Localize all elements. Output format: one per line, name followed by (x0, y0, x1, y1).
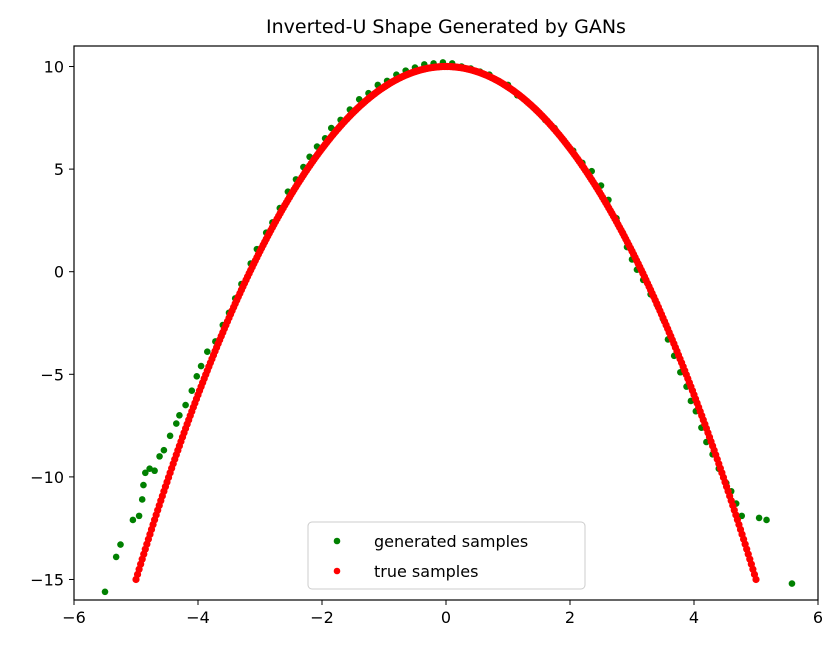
y-tick-label: −10 (30, 468, 64, 487)
legend-label-generated: generated samples (374, 532, 528, 551)
generated-sample-point (142, 469, 149, 477)
generated-sample-point (788, 580, 796, 587)
generated-sample-point (101, 588, 109, 596)
generated-sample-point (188, 387, 196, 395)
generated-sample-point (166, 432, 174, 440)
generated-sample-point (173, 420, 180, 427)
y-tick-label: 0 (54, 263, 64, 282)
generated-sample-point (176, 412, 183, 419)
x-tick-label: 6 (813, 608, 823, 627)
chart-title: Inverted-U Shape Generated by GANs (266, 16, 626, 38)
x-tick-label: 2 (565, 608, 575, 627)
series-true-samples (132, 62, 760, 584)
generated-sample-point (204, 348, 211, 356)
legend-box (307, 521, 586, 590)
generated-sample-point (129, 516, 137, 524)
generated-sample-point (151, 467, 158, 475)
generated-sample-point (763, 516, 770, 524)
x-tick-label: −4 (186, 608, 210, 627)
generated-sample-point (160, 446, 168, 454)
legend-marker-generated (333, 537, 341, 545)
axes-frame (73, 45, 819, 601)
true-sample-point (752, 575, 760, 584)
x-tick-label: 0 (441, 608, 451, 627)
generated-sample-point (156, 453, 163, 460)
x-tick-label: 4 (689, 608, 699, 627)
generated-sample-point (755, 514, 763, 522)
y-tick-label: 10 (44, 58, 64, 77)
legend: generated samples true samples (307, 521, 586, 590)
x-tick-label: −6 (62, 608, 86, 627)
y-tick-label: 5 (54, 160, 64, 179)
y-tick-label: −15 (30, 570, 64, 589)
generated-sample-point (140, 481, 147, 489)
y-axis: −15 −10 −5 0 5 10 (30, 58, 74, 589)
generated-sample-point (112, 553, 120, 561)
generated-sample-point (138, 496, 146, 503)
y-tick-label: −5 (40, 365, 64, 384)
x-axis: −6 −4 −2 0 2 4 6 (62, 600, 823, 627)
generated-sample-point (117, 541, 124, 548)
generated-sample-point (135, 512, 143, 520)
legend-label-true: true samples (374, 562, 478, 581)
x-tick-label: −2 (310, 608, 334, 627)
generated-sample-point (197, 362, 205, 370)
plot-area (101, 59, 796, 596)
generated-sample-point (146, 465, 153, 472)
generated-sample-point (193, 373, 201, 380)
legend-marker-true (333, 567, 341, 575)
generated-sample-point (182, 401, 189, 409)
